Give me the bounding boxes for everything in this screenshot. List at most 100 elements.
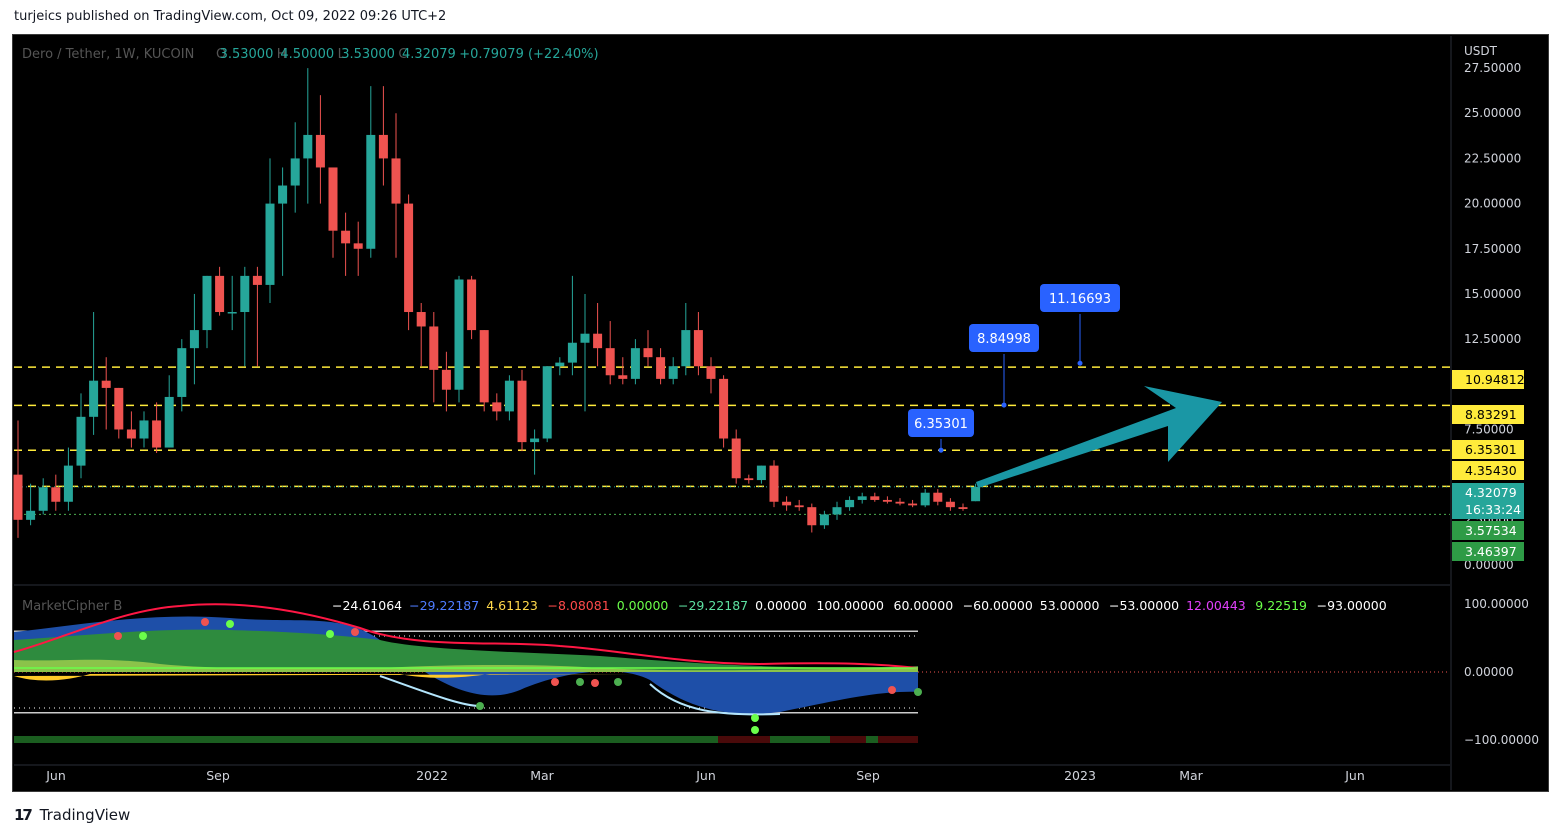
legend-change: +0.79079 (+22.40%)	[459, 47, 598, 62]
candle-body	[164, 396, 174, 448]
tradingview-brand[interactable]: 17 TradingView	[14, 806, 130, 824]
legend-open-label: O	[216, 47, 226, 62]
signal-dot	[614, 678, 622, 686]
candle-body	[882, 499, 892, 502]
callout-box	[969, 324, 1039, 352]
candle-body	[971, 486, 981, 502]
indicator-value: −60.00000	[963, 598, 1033, 613]
arrow-shape	[976, 386, 1222, 488]
indicator-value: 4.61123	[486, 598, 538, 613]
callout-anchor	[938, 447, 944, 453]
time-axis-label: Sep	[206, 768, 230, 783]
indicator-value: 0.00000	[755, 598, 807, 613]
indicator-value: −93.00000	[1317, 598, 1387, 613]
price-tag-label: 16:33:24	[1465, 502, 1521, 517]
candle-body	[542, 366, 552, 439]
candle-body	[189, 330, 199, 349]
legend-high-label: H	[277, 47, 287, 62]
signal-dot	[139, 632, 147, 640]
price-tag-box	[1452, 370, 1524, 389]
signal-dot	[751, 726, 759, 734]
price-tag-label: 4.35430	[1465, 463, 1517, 478]
indicator-axis-top: 100.00000	[1464, 597, 1529, 611]
status-bar-green	[770, 736, 830, 743]
signal-dot	[201, 618, 209, 626]
signal-dot	[551, 678, 559, 686]
legend-open-value: 3.53000	[220, 47, 274, 62]
candle-body	[845, 499, 855, 508]
candle-body	[215, 275, 225, 313]
indicator-value: −8.08081	[548, 598, 610, 613]
price-tag-label: 4.32079	[1465, 485, 1517, 500]
candle-body	[328, 167, 338, 231]
price-tag-box	[1452, 521, 1524, 540]
legend-high-value: 4.50000	[280, 47, 334, 62]
candle-body	[101, 380, 111, 388]
candle-body	[454, 279, 464, 390]
time-axis-label: 2022	[416, 768, 448, 783]
candle-body	[656, 357, 666, 379]
indicator-value: −24.61064	[332, 598, 402, 613]
candle-body	[605, 348, 615, 376]
callout-label: 6.35301	[914, 417, 968, 432]
time-axis: Jun Sep 2022 Mar Jun Sep 2023 Mar Jun	[14, 36, 1452, 790]
price-tag-box	[1452, 500, 1524, 519]
candle-body	[126, 429, 136, 439]
candle-body	[366, 134, 376, 249]
candle-body	[530, 438, 540, 443]
legend-close-label: C	[398, 47, 407, 62]
callout-box	[908, 409, 974, 437]
candle-body	[416, 312, 426, 327]
rsi-line	[13, 666, 919, 669]
price-axis-tick: 20.00000	[1464, 197, 1521, 211]
candle-body	[933, 492, 943, 502]
indicator-name: MarketCipher B	[22, 599, 122, 614]
indicator-value: −53.00000	[1109, 598, 1179, 613]
callout-anchor	[1001, 402, 1007, 408]
signal-dot	[476, 702, 484, 710]
status-bar	[14, 736, 718, 743]
candle-body	[618, 375, 628, 379]
time-axis-label: Sep	[856, 768, 880, 783]
time-axis-label: Jun	[1344, 768, 1365, 783]
candle-body	[567, 342, 577, 363]
price-tag-box	[1452, 461, 1524, 480]
indicator-value: 60.00000	[894, 598, 954, 613]
candle-body	[177, 348, 187, 397]
candle-body	[227, 312, 237, 314]
candle-body	[807, 507, 817, 526]
candle-body	[630, 348, 640, 379]
time-axis-label: Mar	[1179, 768, 1203, 783]
signal-dot	[914, 688, 922, 696]
price-axis-tick: 0.00000	[1464, 558, 1514, 572]
tradingview-logo-icon: 17	[14, 806, 33, 824]
marketcipher-indicator: MarketCipher B −24.61064 −29.22187 4.61123−…	[13, 584, 1539, 747]
candle-body	[391, 158, 401, 204]
callout-label: 11.16693	[1049, 292, 1111, 307]
price-tags: 10.94812 8.83291 6.35301 4.35430 4.32079 16:3…	[1452, 370, 1525, 561]
candle-body	[315, 134, 325, 168]
price-axis-tick: 7.50000	[1464, 422, 1514, 436]
candle-body	[832, 507, 842, 515]
price-tag-label: 10.94812	[1465, 372, 1525, 387]
signal-dot	[888, 686, 896, 694]
brand-name: TradingView	[39, 806, 131, 824]
candle-body	[341, 230, 351, 244]
time-axis-label: Jun	[695, 768, 716, 783]
time-axis-label: Jun	[45, 768, 66, 783]
price-tag-box	[1452, 405, 1524, 424]
time-axis-label: 2023	[1064, 768, 1096, 783]
candle-body	[819, 514, 829, 526]
price-tag-box	[1452, 483, 1524, 502]
indicator-value: −29.22187	[678, 598, 748, 613]
candle-body	[202, 275, 212, 331]
candle-body	[492, 402, 502, 412]
candle-body	[467, 279, 477, 331]
candle-body	[63, 465, 73, 502]
price-tag-label: 3.46397	[1465, 544, 1517, 559]
price-axis-tick: 27.50000	[1464, 61, 1521, 75]
indicator-value: 53.00000	[1040, 598, 1100, 613]
indicator-value: 0.00000	[617, 598, 669, 613]
indicator-axis-zero: 0.00000	[1464, 665, 1514, 679]
